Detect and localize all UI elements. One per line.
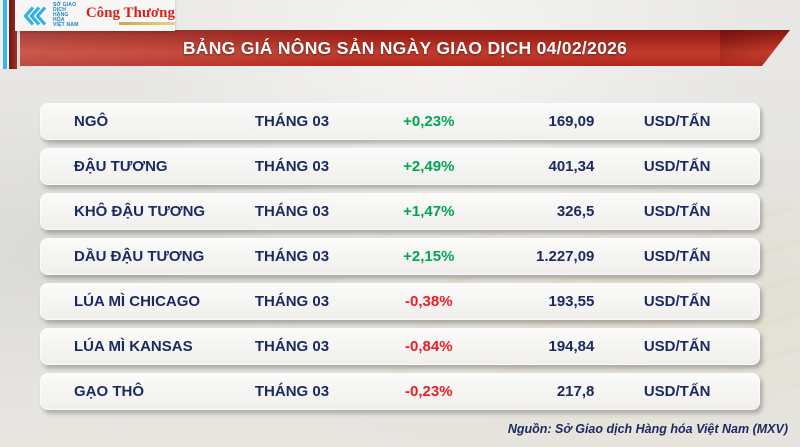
stripe-cyan [3,0,7,69]
percent-change: +1,47% [403,203,455,220]
congthuong-tagline-bar [119,22,175,25]
left-accent-stripes [0,0,21,69]
percent-change: -0,23% [405,383,453,400]
commodity-name: NGÔ [74,113,109,130]
logo-panel: SỞ GIAO DỊCH HÀNG HÓA VIỆT NAM Công Thươ… [15,0,175,31]
source-credit: Nguồn: Sở Giao dịch Hàng hóa Việt Nam (M… [507,422,788,436]
percent-change: +2,15% [403,248,455,265]
contract-month: THÁNG 03 [254,338,330,355]
contract-month: THÁNG 03 [254,383,330,400]
table-row: LÚA MÌ KANSAS THÁNG 03 -0,84% 194,84 USD… [40,328,760,365]
price-unit: USD/TẤN [643,293,711,310]
stripe-white [7,0,9,69]
commodity-name: GẠO THÔ [74,383,144,400]
mxv-logo-text: SỞ GIAO DỊCH HÀNG HÓA VIỆT NAM [53,3,79,28]
banner-sheen [20,30,790,66]
contract-month: THÁNG 03 [254,158,330,175]
price-value: 1.227,09 [535,248,595,265]
commodity-name: LÚA MÌ CHICAGO [74,293,201,310]
price-table: NGÔ THÁNG 03 +0,23% 169,09 USD/TẤN ĐẬU T… [40,103,760,418]
mxv-logo-line: VIỆT NAM [53,22,79,28]
title-banner: BẢNG GIÁ NÔNG SẢN NGÀY GIAO DỊCH 04/02/2… [20,30,790,66]
price-value: 194,84 [548,338,595,355]
contract-month: THÁNG 03 [254,113,330,130]
price-value: 326,5 [556,203,595,220]
stripe-gray [17,0,21,69]
mxv-logo-line: HÀNG HÓA [53,12,69,23]
mxv-logo-line: SỞ GIAO DỊCH [53,2,77,13]
contract-month: THÁNG 03 [254,248,330,265]
page-title: BẢNG GIÁ NÔNG SẢN NGÀY GIAO DỊCH 04/02/2… [182,38,628,58]
congthuong-logo: Công Thương [86,6,175,25]
table-row: NGÔ THÁNG 03 +0,23% 169,09 USD/TẤN [40,103,760,140]
percent-change: +2,49% [403,158,455,175]
mxv-chevrons-icon [22,5,48,26]
price-value: 401,34 [548,158,595,175]
commodity-name: KHÔ ĐẬU TƯƠNG [74,203,206,220]
stripe-maroon [9,0,17,69]
table-row: ĐẬU TƯƠNG THÁNG 03 +2,49% 401,34 USD/TẤN [40,148,760,185]
price-value: 217,8 [556,383,595,400]
percent-change: -0,38% [405,293,453,310]
contract-month: THÁNG 03 [254,203,330,220]
congthuong-logo-text: Công Thương [85,5,175,21]
table-row: DẦU ĐẬU TƯƠNG THÁNG 03 +2,15% 1.227,09 U… [40,238,760,275]
price-unit: USD/TẤN [643,383,711,400]
table-row: GẠO THÔ THÁNG 03 -0,23% 217,8 USD/TẤN [40,373,760,410]
commodity-name: DẦU ĐẬU TƯƠNG [74,248,205,265]
price-unit: USD/TẤN [643,338,711,355]
stripe-light [0,0,3,69]
price-value: 193,55 [548,293,595,310]
commodity-name: ĐẬU TƯƠNG [74,158,168,175]
percent-change: +0,23% [403,113,455,130]
price-unit: USD/TẤN [643,158,711,175]
table-row: KHÔ ĐẬU TƯƠNG THÁNG 03 +1,47% 326,5 USD/… [40,193,760,230]
commodity-name: LÚA MÌ KANSAS [74,338,193,355]
table-row: LÚA MÌ CHICAGO THÁNG 03 -0,38% 193,55 US… [40,283,760,320]
percent-change: -0,84% [405,338,453,355]
contract-month: THÁNG 03 [254,293,330,310]
price-unit: USD/TẤN [643,203,711,220]
price-unit: USD/TẤN [643,248,711,265]
price-unit: USD/TẤN [643,113,711,130]
price-value: 169,09 [548,113,595,130]
